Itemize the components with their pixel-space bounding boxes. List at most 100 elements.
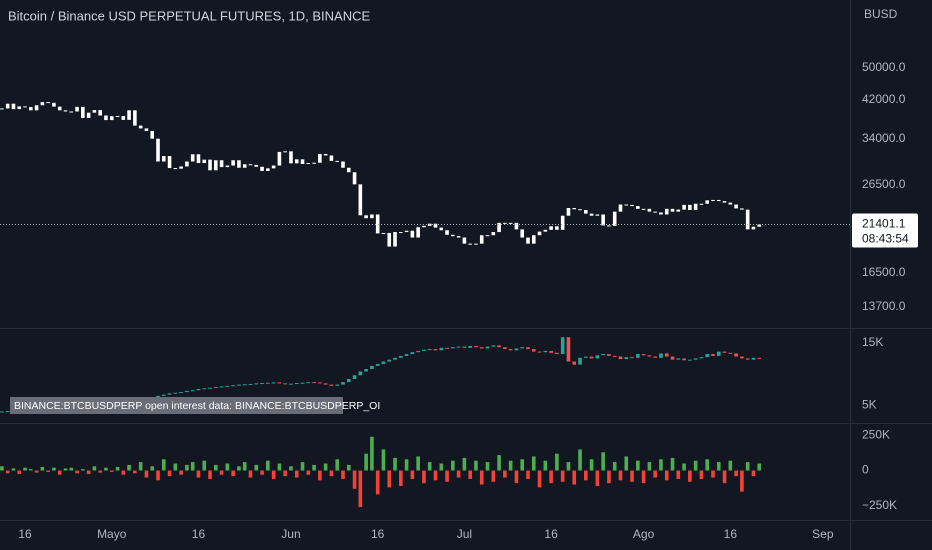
candle [260, 383, 264, 385]
bar [283, 470, 287, 477]
x-tick-label: 16 [192, 527, 206, 541]
bar [508, 460, 513, 471]
candle [751, 226, 756, 230]
candle [29, 107, 33, 111]
candle [214, 160, 218, 171]
countdown-label: 08:43:54 [862, 232, 909, 246]
candle [549, 350, 553, 353]
bar [277, 463, 282, 471]
candle [595, 355, 600, 359]
candle [387, 359, 392, 362]
x-tick-label: Sep [812, 527, 834, 541]
candle [445, 230, 449, 235]
candle [636, 206, 640, 209]
x-tick-label: 16 [371, 527, 385, 541]
candle [491, 232, 496, 236]
candle [318, 153, 322, 163]
candle [566, 208, 571, 216]
study-label: BINANCE:BTCBUSDPERP open interest data: … [14, 400, 380, 412]
candle [190, 390, 195, 392]
candle [237, 384, 241, 386]
bar [289, 466, 293, 471]
candle [560, 215, 565, 230]
candle [121, 115, 126, 120]
candle [46, 102, 50, 104]
bar [46, 470, 50, 472]
bar [393, 457, 397, 471]
bar [17, 470, 22, 475]
candle [433, 223, 438, 228]
candle [196, 388, 201, 391]
candle [474, 243, 478, 245]
bar [711, 470, 715, 478]
candle [503, 222, 507, 224]
candle [618, 356, 623, 360]
bar [740, 470, 744, 492]
bar [52, 467, 56, 471]
candle [375, 364, 380, 366]
y-tick-label: 34000.0 [862, 131, 906, 145]
bar [121, 470, 126, 475]
candle [161, 394, 166, 396]
candle [433, 349, 438, 351]
candle [352, 375, 357, 379]
bar [190, 462, 195, 471]
last-price-label: 21401.1 [862, 217, 906, 231]
bar [179, 470, 183, 475]
bar [364, 453, 368, 471]
candle [237, 160, 241, 168]
bar [248, 470, 253, 478]
bar [589, 459, 594, 471]
candle [271, 382, 276, 384]
candle [734, 204, 738, 209]
bar [40, 467, 45, 471]
candle [144, 128, 149, 131]
y-tick-label: 0 [862, 463, 869, 477]
bar [555, 453, 559, 471]
candle [23, 106, 27, 108]
bar [734, 470, 738, 477]
candle [705, 200, 710, 204]
candle [722, 201, 727, 203]
bar [312, 464, 316, 471]
bar [271, 470, 276, 479]
bar [167, 470, 172, 477]
candle [399, 355, 403, 358]
bar [34, 470, 39, 473]
candle [589, 356, 594, 359]
candle [266, 382, 270, 384]
candle [589, 213, 594, 216]
candle [109, 116, 114, 121]
candle [572, 361, 577, 365]
bar [543, 460, 548, 471]
bar [468, 470, 472, 479]
candle [508, 222, 513, 224]
candle [578, 209, 582, 211]
candle [439, 347, 444, 351]
bar [375, 470, 380, 495]
candle [705, 354, 710, 358]
candle [595, 214, 600, 216]
bar [260, 470, 264, 475]
candle [531, 235, 536, 244]
candle [699, 203, 704, 205]
bar [422, 470, 426, 484]
bar [57, 470, 62, 475]
candle [514, 222, 519, 230]
bar [624, 456, 629, 471]
x-tick-label: 16 [18, 527, 32, 541]
bar [670, 457, 675, 471]
bar [86, 470, 91, 475]
bar [156, 470, 160, 481]
bar [150, 466, 155, 471]
candle [225, 165, 230, 168]
candle [185, 161, 189, 167]
candle [312, 162, 316, 164]
candle [468, 243, 472, 245]
bar [98, 470, 102, 473]
candle [659, 353, 663, 358]
bar [462, 457, 467, 471]
candle [456, 346, 461, 348]
